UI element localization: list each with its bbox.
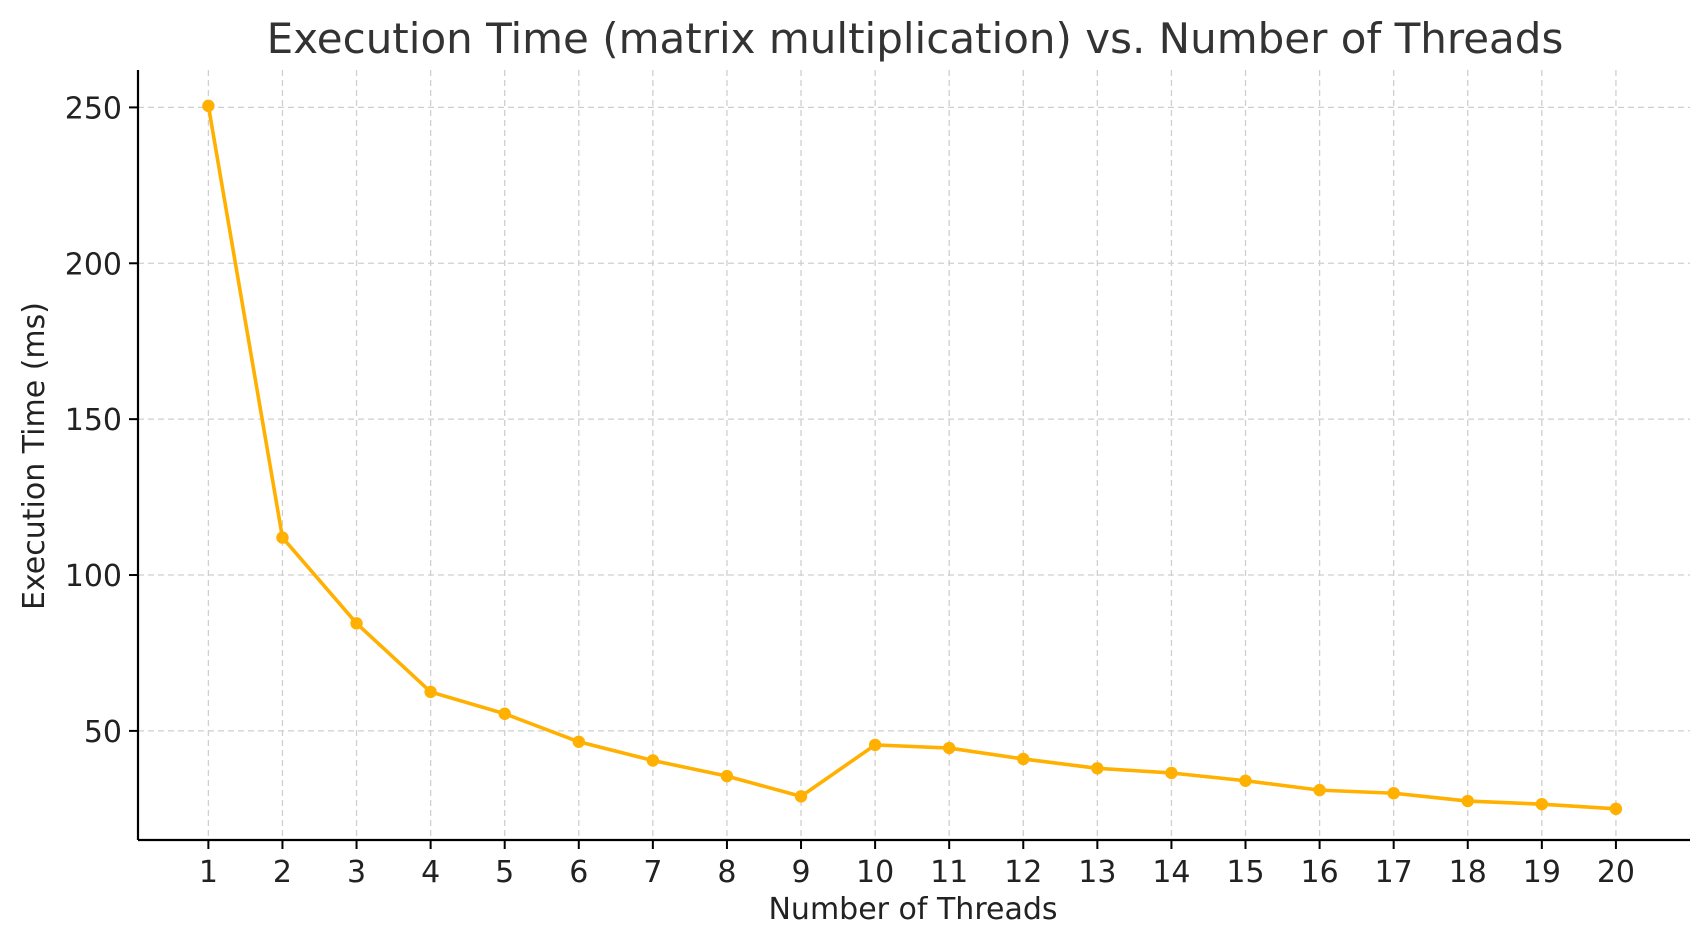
- x-tick-label: 15: [1226, 855, 1264, 890]
- axes-layer: [136, 70, 1690, 842]
- data-point: [1017, 752, 1030, 766]
- ticks-layer: 1 2 3 4 5 6 7 8 9 10 11 12 13 14 15 16 17 18 19 20501001502…: [65, 91, 1635, 890]
- x-tick-label: 8: [717, 855, 736, 890]
- data-point: [1091, 762, 1104, 775]
- data-point: [1313, 783, 1326, 797]
- data-point: [942, 741, 956, 755]
- x-tick-label: 13: [1078, 855, 1116, 890]
- y-tick-label: 150: [65, 403, 122, 438]
- x-tick-label: 7: [643, 855, 662, 890]
- data-point: [276, 531, 289, 544]
- x-tick-label: 9: [791, 855, 810, 890]
- x-tick-label: 3: [347, 855, 366, 890]
- x-tick-label: 12: [1004, 855, 1042, 890]
- data-point: [572, 735, 585, 749]
- x-tick-label: 5: [495, 855, 514, 890]
- x-tick-label: 18: [1449, 855, 1487, 890]
- x-tick-label: 17: [1375, 855, 1413, 890]
- x-tick-label: 1: [199, 855, 218, 890]
- x-tick-label: 16: [1301, 855, 1339, 890]
- data-point: [1461, 794, 1474, 808]
- x-tick-label: 2: [273, 855, 292, 890]
- x-tick-label: 14: [1152, 855, 1190, 890]
- data-point: [794, 790, 808, 803]
- x-tick-label: 20: [1597, 855, 1635, 890]
- data-point: [202, 99, 215, 113]
- data-point: [498, 707, 511, 720]
- y-axis-label: Execution Time (ms): [17, 302, 52, 610]
- x-tick-label: 10: [856, 855, 894, 890]
- x-tick-label: 6: [569, 855, 588, 890]
- y-tick-label: 200: [65, 247, 122, 282]
- x-axis-label: Number of Threads: [768, 892, 1057, 927]
- data-point: [1535, 797, 1549, 811]
- series-line: [206, 104, 1618, 811]
- y-tick-label: 100: [65, 559, 122, 594]
- data-point: [1609, 802, 1623, 816]
- data-point: [720, 769, 734, 783]
- data-point: [424, 685, 437, 699]
- chart-title: Execution Time (matrix multiplication) v…: [267, 14, 1564, 63]
- data-point: [1165, 766, 1178, 780]
- data-point: [1239, 774, 1252, 787]
- grid-layer: [138, 70, 1690, 840]
- y-tick-label: 50: [84, 715, 122, 750]
- x-tick-label: 11: [930, 855, 968, 890]
- data-point: [868, 738, 882, 752]
- data-point: [646, 754, 660, 767]
- x-tick-label: 19: [1523, 855, 1561, 890]
- y-tick-label: 250: [65, 91, 122, 126]
- data-point: [350, 617, 363, 630]
- x-tick-label: 4: [421, 855, 440, 890]
- data-point: [1387, 787, 1400, 800]
- series-layer: [202, 99, 1623, 816]
